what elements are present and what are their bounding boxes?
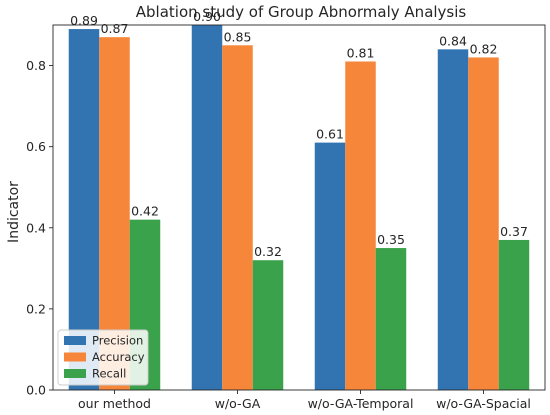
- bar-precision-2: [314, 142, 346, 390]
- y-tick-label-1: 0.2: [26, 301, 46, 316]
- plot-area: 0.89 0.90 0.61 0.84 0.87 0.85 0.81 0.82 0.42 0.32…: [26, 9, 546, 411]
- bar-accuracy-1: [222, 45, 253, 391]
- axes-frame: [52, 24, 546, 391]
- bar-accuracy-2: [345, 61, 376, 390]
- legend-swatch-accuracy: [64, 352, 86, 362]
- bar-recall-3: [498, 239, 530, 390]
- data-label-accuracy-3: 0.82: [470, 41, 498, 56]
- y-tick-label-4: 0.8: [26, 58, 46, 73]
- x-tick-label-2: w/o-GA-Temporal: [308, 396, 414, 411]
- data-label-recall-2: 0.35: [377, 232, 405, 247]
- bar-accuracy-3: [468, 57, 499, 390]
- y-axis-label: Indicator: [6, 181, 22, 243]
- data-label-precision-2: 0.61: [316, 127, 344, 142]
- legend-label-accuracy: Accuracy: [92, 350, 145, 364]
- legend-swatch-precision: [64, 336, 86, 345]
- y-tick-label-2: 0.4: [26, 220, 46, 235]
- x-tick-label-1: w/o-GA: [215, 396, 261, 411]
- chart-title: Ablation study of Group Abnormaly Analys…: [136, 3, 467, 21]
- legend-swatch-recall: [64, 369, 86, 378]
- data-label-precision-3: 0.84: [439, 33, 467, 48]
- x-tick-label-3: w/o-GA-Spacial: [436, 396, 531, 411]
- legend-label-precision: Precision: [92, 334, 143, 348]
- data-label-recall-1: 0.32: [254, 244, 282, 259]
- data-label-accuracy-2: 0.81: [347, 46, 375, 61]
- data-label-recall-3: 0.37: [500, 224, 528, 239]
- data-label-precision-0: 0.89: [70, 13, 98, 28]
- legend-label-recall: Recall: [92, 367, 126, 381]
- data-label-precision-1: 0.90: [193, 9, 221, 24]
- y-tick-label-3: 0.6: [26, 139, 46, 154]
- bar-recall-2: [375, 248, 407, 390]
- bar-recall-1: [252, 260, 284, 390]
- bar-precision-1: [191, 25, 223, 390]
- data-label-accuracy-0: 0.87: [101, 21, 129, 36]
- data-label-accuracy-1: 0.85: [224, 29, 252, 44]
- bar-precision-3: [437, 49, 469, 390]
- y-tick-label-0: 0.0: [26, 383, 46, 398]
- data-label-recall-0: 0.42: [131, 204, 159, 219]
- x-tick-label-0: our method: [78, 396, 151, 411]
